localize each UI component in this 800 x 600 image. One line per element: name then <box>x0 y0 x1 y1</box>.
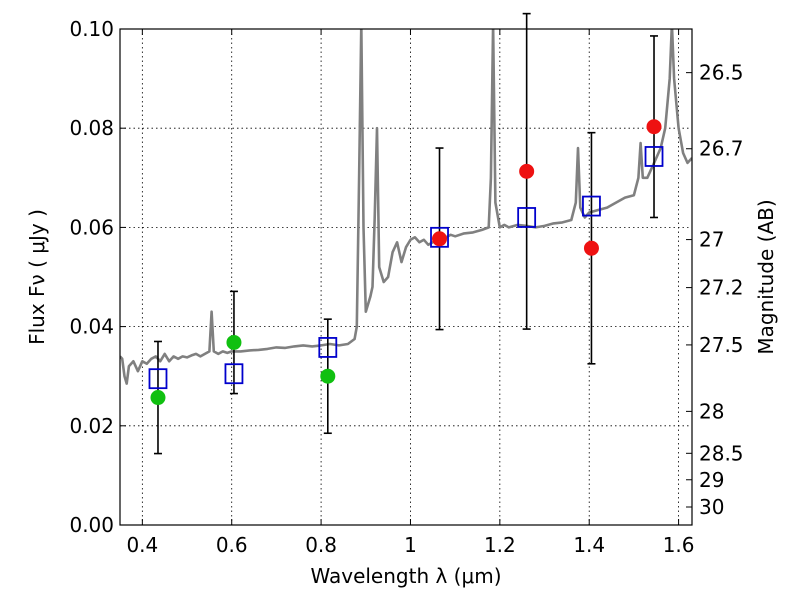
errorbar-layer <box>153 12 659 455</box>
y-tick-label: 0.02 <box>69 414 114 438</box>
x-tick-label: 0.8 <box>305 533 337 557</box>
x-tick-label: 1.2 <box>484 533 516 557</box>
plot-frame <box>119 28 693 526</box>
x-tick-label: 0.4 <box>126 533 158 557</box>
right-tick-label: 29 <box>699 468 724 492</box>
x-tick-label: 1.4 <box>573 533 605 557</box>
model-flux-square <box>517 207 537 228</box>
observed-point-green <box>320 368 336 384</box>
y-tick-label: 0.10 <box>69 17 114 41</box>
y-tick-label: 0.06 <box>69 215 114 239</box>
model-flux-square <box>430 226 449 248</box>
tick-layer: 0.4 0.6 0.8 1 1.2 1.4 1.6 0.00 0.02 0.04 0.06 0.08 0… <box>69 17 743 557</box>
model-flux-square <box>148 368 168 390</box>
x-tick-label: 1.6 <box>663 533 695 557</box>
axis-label-layer: Wavelength λ (μm) Flux Fν ( μJy ) Magnit… <box>25 199 778 588</box>
model-flux-square <box>644 146 664 167</box>
right-tick-label: 27 <box>699 228 724 252</box>
right-tick-label: 27.2 <box>699 276 744 300</box>
y-right-axis-label: Magnitude (AB) <box>754 199 778 354</box>
right-tick-label: 30 <box>699 495 724 519</box>
y-axis-label: Flux Fν ( μJy ) <box>25 209 49 345</box>
spectrum-line <box>120 29 692 385</box>
marker-layer <box>148 119 664 406</box>
right-tick-label: 28.5 <box>699 441 744 465</box>
observed-point-red <box>432 231 448 247</box>
observed-point-green <box>150 390 166 406</box>
right-tick-label: 26.7 <box>699 137 744 161</box>
y-tick-label: 0.00 <box>69 513 114 537</box>
observed-point-green <box>226 334 242 350</box>
x-tick-label: 0.6 <box>216 533 248 557</box>
y-tick-label: 0.04 <box>69 315 114 339</box>
observed-point-red <box>646 119 662 135</box>
grid-layer <box>120 29 692 525</box>
right-tick-label: 27.5 <box>699 333 744 357</box>
observed-point-red <box>583 240 599 256</box>
x-tick-label: 1 <box>404 533 417 557</box>
x-axis-label: Wavelength λ (μm) <box>310 564 501 588</box>
model-flux-square <box>318 337 338 358</box>
spectrum-layer <box>120 29 692 385</box>
model-flux-square <box>224 363 244 385</box>
observed-point-red <box>519 163 535 179</box>
y-tick-label: 0.08 <box>69 116 114 140</box>
right-tick-label: 28 <box>699 399 724 423</box>
right-tick-label: 26.5 <box>699 61 744 85</box>
model-flux-square <box>582 195 601 217</box>
